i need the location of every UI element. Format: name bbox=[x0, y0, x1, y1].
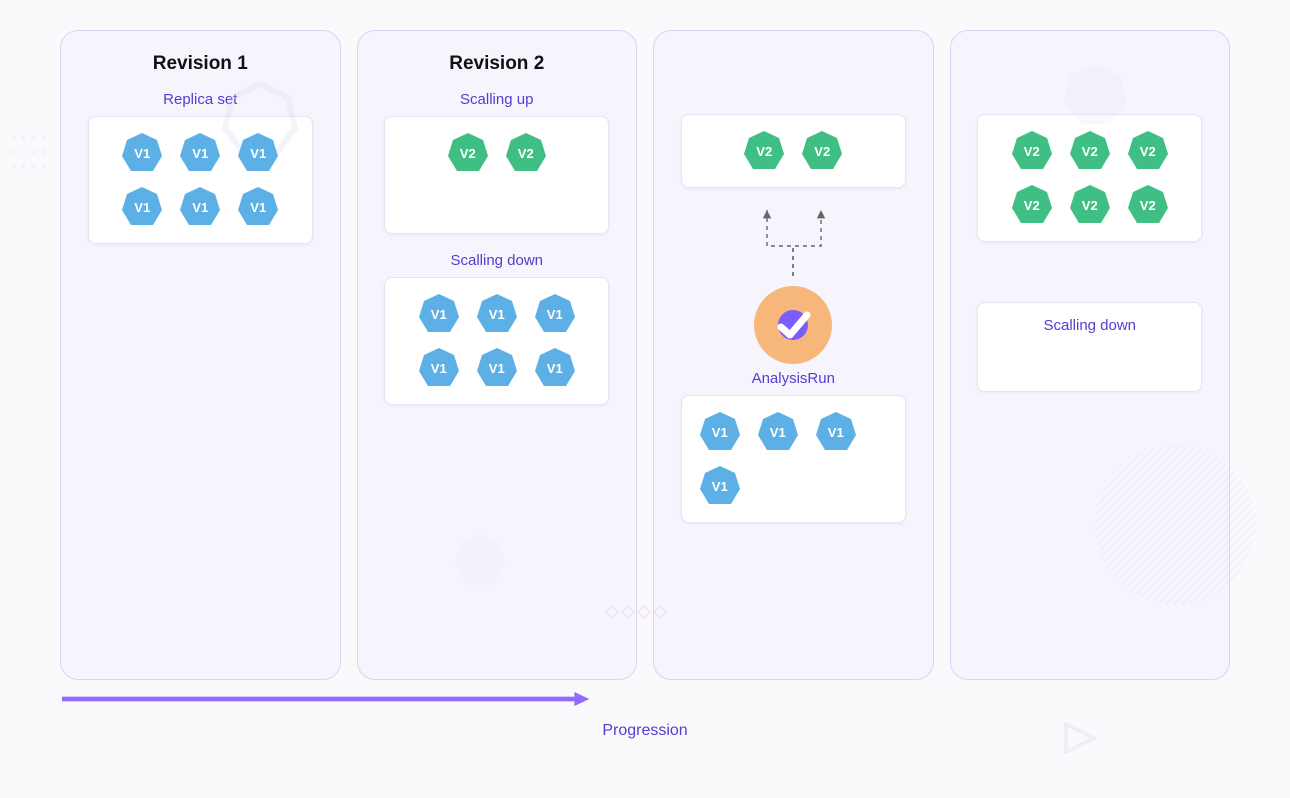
pod-v2: V2 bbox=[742, 129, 786, 173]
stage-title: Revision 2 bbox=[449, 53, 544, 77]
pod-v2: V2 bbox=[1068, 183, 1112, 227]
pod-label: V1 bbox=[547, 307, 563, 322]
pod-label: V2 bbox=[1140, 144, 1156, 159]
pod-label: V2 bbox=[518, 146, 534, 161]
pod-label: V1 bbox=[489, 361, 505, 376]
group-label: AnalysisRun bbox=[752, 370, 835, 387]
pod-label: V1 bbox=[431, 361, 447, 376]
pod-v2: V2 bbox=[504, 131, 548, 175]
analysis-arrows bbox=[681, 206, 906, 276]
pod-card: V2 V2 bbox=[384, 116, 609, 234]
pod-v2: V2 bbox=[1010, 183, 1054, 227]
pod-v1: V1 bbox=[533, 292, 577, 336]
pod-label: V2 bbox=[1024, 144, 1040, 159]
pod-label: V2 bbox=[1082, 198, 1098, 213]
pod-label: V1 bbox=[712, 479, 728, 494]
pod-label: V1 bbox=[770, 425, 786, 440]
stage-columns: Revision 1Replica setV1V1V1V1V1V1Revisio… bbox=[60, 30, 1230, 680]
stage-3: V2 V2 AnalysisRun V1 V1 V1 V1 bbox=[653, 30, 934, 680]
pod-v1: V1 bbox=[178, 131, 222, 175]
pod-label: V1 bbox=[134, 146, 150, 161]
diagram-canvas: + + + ++ + + ++ + + + Revision 1Replica … bbox=[0, 0, 1290, 798]
progression-label: Progression bbox=[0, 722, 1290, 740]
pod-card: V1 V1 V1 V1 V1 V1 bbox=[384, 277, 609, 405]
pod-label: V2 bbox=[1140, 198, 1156, 213]
group-label: Replica set bbox=[163, 91, 237, 108]
pod-v1: V1 bbox=[417, 292, 461, 336]
pod-v1: V1 bbox=[236, 131, 280, 175]
stage-2: Revision 2 Scalling up V2 V2 Scalling down V1… bbox=[357, 30, 638, 680]
pod-v2: V2 bbox=[1126, 183, 1170, 227]
pod-v2: V2 bbox=[1010, 129, 1054, 173]
pod-v1: V1 bbox=[120, 185, 164, 229]
group-label: Scalling up bbox=[460, 91, 533, 108]
svg-text:+ + + +: + + + + bbox=[10, 145, 48, 159]
pod-v1: V1 bbox=[236, 185, 280, 229]
pod-v2: V2 bbox=[800, 129, 844, 173]
pod-label: V2 bbox=[1082, 144, 1098, 159]
pod-v1: V1 bbox=[698, 464, 742, 508]
group-label: Scalling down bbox=[450, 252, 543, 269]
stage-title: Revision 1 bbox=[153, 53, 248, 77]
progression-arrow bbox=[62, 692, 589, 706]
group-label: Scalling down bbox=[1043, 317, 1136, 334]
pod-card: V2 V2 V2 V2 V2 V2 bbox=[977, 114, 1202, 242]
check-badge-icon bbox=[754, 286, 832, 364]
pod-v2: V2 bbox=[1068, 129, 1112, 173]
pod-v1: V1 bbox=[475, 292, 519, 336]
pod-v1: V1 bbox=[814, 410, 858, 454]
pod-v1: V1 bbox=[533, 346, 577, 390]
pod-v2: V2 bbox=[446, 131, 490, 175]
pod-v2: V2 bbox=[1126, 129, 1170, 173]
pod-label: V1 bbox=[250, 146, 266, 161]
pod-v1: V1 bbox=[698, 410, 742, 454]
pod-v1: V1 bbox=[120, 131, 164, 175]
pod-v1: V1 bbox=[178, 185, 222, 229]
pod-label: V2 bbox=[460, 146, 476, 161]
stage-1: Revision 1 Replica set V1 V1 V1 V1 V1 V1 bbox=[60, 30, 341, 680]
pod-label: V1 bbox=[712, 425, 728, 440]
pod-card: V1 V1 V1 V1 V1 V1 bbox=[88, 116, 313, 244]
pod-v1: V1 bbox=[417, 346, 461, 390]
pod-label: V1 bbox=[547, 361, 563, 376]
pod-card: V1 V1 V1 V1 bbox=[681, 395, 906, 523]
pod-label: V1 bbox=[828, 425, 844, 440]
stage-4: V2 V2 V2 V2 V2 V2 Scalling down bbox=[950, 30, 1231, 680]
pod-label: V1 bbox=[192, 146, 208, 161]
svg-text:+ + + +: + + + + bbox=[10, 131, 48, 145]
pod-card: Scalling down bbox=[977, 302, 1202, 392]
pod-label: V2 bbox=[1024, 198, 1040, 213]
pod-label: V2 bbox=[814, 144, 830, 159]
pod-label: V2 bbox=[756, 144, 772, 159]
pod-label: V1 bbox=[489, 307, 505, 322]
pod-v1: V1 bbox=[756, 410, 800, 454]
svg-text:+ + + +: + + + + bbox=[10, 159, 48, 173]
pod-v1: V1 bbox=[475, 346, 519, 390]
pod-card: V2 V2 bbox=[681, 114, 906, 188]
pod-label: V1 bbox=[250, 200, 266, 215]
pod-label: V1 bbox=[134, 200, 150, 215]
pod-label: V1 bbox=[431, 307, 447, 322]
pod-label: V1 bbox=[192, 200, 208, 215]
